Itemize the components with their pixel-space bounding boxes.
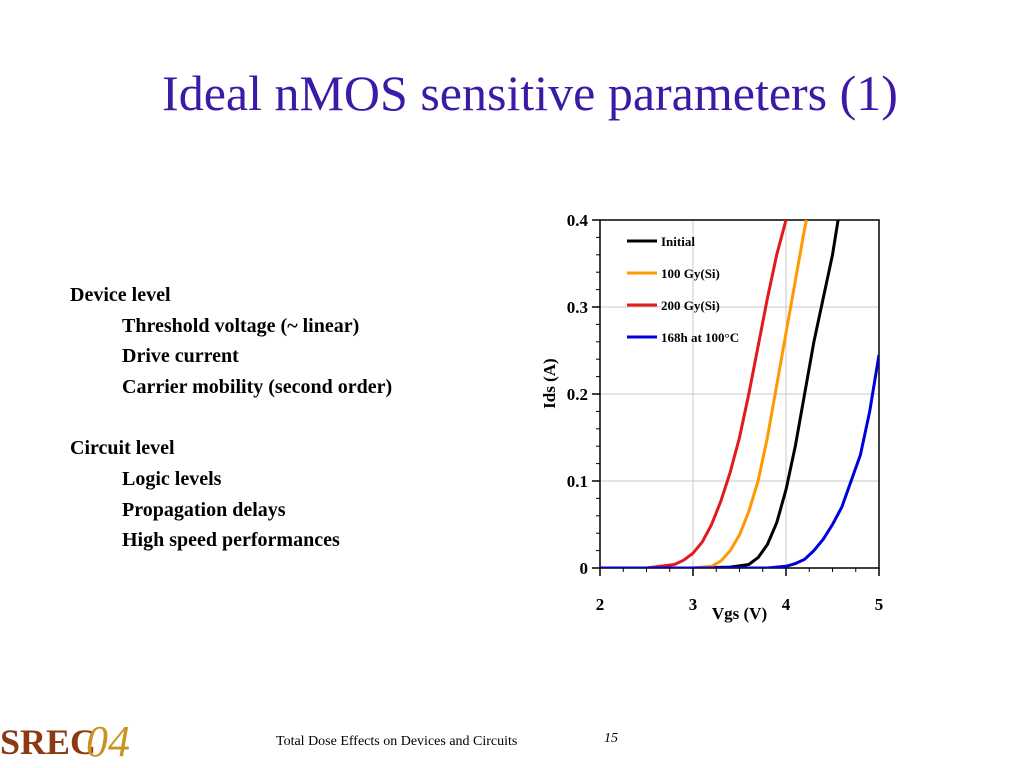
circuit-item-high-speed: High speed performances xyxy=(122,529,340,551)
x-tick-label: 5 xyxy=(875,595,884,614)
legend-label-0: Initial xyxy=(661,234,695,249)
x-axis-label: Vgs (V) xyxy=(712,604,767,623)
legend-label-1: 100 Gy(Si) xyxy=(661,266,720,281)
svg-text:SREC: SREC xyxy=(0,722,96,762)
circuit-level-heading: Circuit level xyxy=(70,437,175,459)
x-tick-label: 4 xyxy=(782,595,791,614)
circuit-item-logic-levels: Logic levels xyxy=(122,468,222,490)
y-tick-label: 0.4 xyxy=(567,211,589,230)
series-line-3 xyxy=(600,354,879,568)
device-item-drive-current: Drive current xyxy=(122,345,239,367)
slide-title: Ideal nMOS sensitive parameters (1) xyxy=(162,65,898,121)
ids-vgs-chart: 0 0.1 0.2 0.3 0.4 2 3 4 5 Vgs (V) Ids (A) Initial 10… xyxy=(540,211,884,623)
series-line-1 xyxy=(600,219,808,568)
footer-text: Total Dose Effects on Devices and Circui… xyxy=(276,734,518,749)
y-tick-label: 0 xyxy=(580,559,589,578)
x-tick-label: 3 xyxy=(689,595,698,614)
y-tick-label: 0.1 xyxy=(567,472,588,491)
y-tick-label: 0.3 xyxy=(567,298,588,317)
circuit-item-propagation: Propagation delays xyxy=(122,499,286,521)
legend-label-3: 168h at 100°C xyxy=(661,330,739,345)
srec04-logo: SREC 04 xyxy=(0,717,130,766)
y-axis-label: Ids (A) xyxy=(540,358,559,409)
device-level-heading: Device level xyxy=(70,284,171,306)
y-tick-label: 0.2 xyxy=(567,385,588,404)
device-item-mobility: Carrier mobility (second order) xyxy=(122,376,393,398)
svg-text:04: 04 xyxy=(86,717,130,766)
x-tick-label: 2 xyxy=(596,595,605,614)
series-line-2 xyxy=(600,219,788,568)
device-item-threshold: Threshold voltage (~ linear) xyxy=(122,315,360,337)
page-number: 15 xyxy=(604,731,618,746)
legend-label-2: 200 Gy(Si) xyxy=(661,298,720,313)
